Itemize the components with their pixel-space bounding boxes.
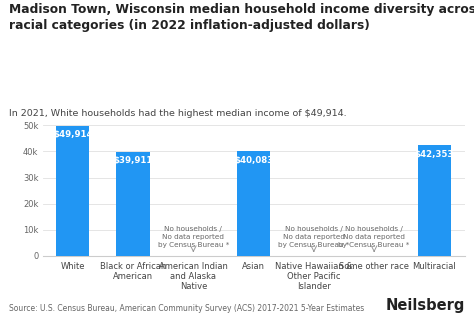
Bar <box>117 152 150 256</box>
Text: $42,353: $42,353 <box>415 150 454 159</box>
Text: Source: U.S. Census Bureau, American Community Survey (ACS) 2017-2021 5-Year Est: Source: U.S. Census Bureau, American Com… <box>9 304 365 313</box>
Text: $49,914: $49,914 <box>53 130 92 139</box>
Bar <box>237 151 270 256</box>
Text: $39,911: $39,911 <box>113 156 153 165</box>
Text: $40,083: $40,083 <box>234 156 273 165</box>
Text: No households /
No data reported
by Census Bureau *: No households / No data reported by Cens… <box>338 226 410 248</box>
Text: Madison Town, Wisconsin median household income diversity across
racial categori: Madison Town, Wisconsin median household… <box>9 3 474 32</box>
Text: Neilsberg: Neilsberg <box>385 298 465 313</box>
Bar <box>418 145 451 256</box>
Text: No households /
No data reported
by Census Bureau *: No households / No data reported by Cens… <box>158 226 229 248</box>
Text: No households /
No data reported
by Census Bureau *: No households / No data reported by Cens… <box>278 226 349 248</box>
Bar <box>56 125 90 256</box>
Text: In 2021, White households had the highest median income of $49,914.: In 2021, White households had the highes… <box>9 109 347 118</box>
